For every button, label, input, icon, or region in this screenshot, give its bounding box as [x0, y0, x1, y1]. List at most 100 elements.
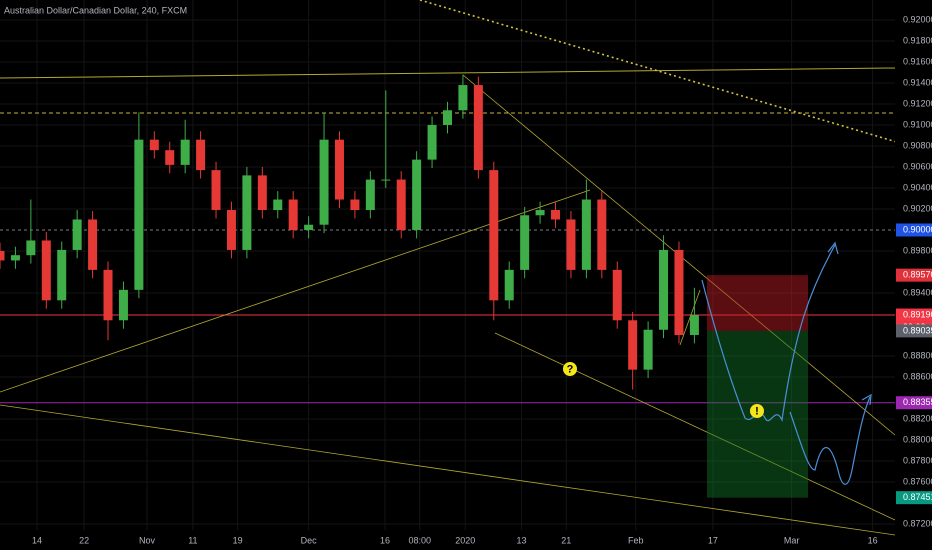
projection: [701, 241, 872, 485]
x-tick-label: Feb: [628, 535, 644, 545]
candle-body: [88, 219, 98, 270]
candles: [0, 74, 699, 390]
candle-body: [10, 255, 20, 261]
price-label-bg: [896, 308, 932, 322]
trend-line: [0, 404, 896, 536]
candle-body: [473, 85, 483, 171]
x-tick-label: 08:00: [408, 535, 431, 545]
candle-body: [597, 199, 607, 270]
x-tick-label: 16: [868, 535, 878, 545]
candle-body: [242, 175, 252, 250]
candle-body: [304, 224, 314, 230]
x-tick-label: 22: [79, 535, 89, 545]
candle-body: [211, 170, 221, 211]
candle-body: [257, 175, 267, 211]
candle-body: [149, 139, 159, 151]
candle-body: [412, 159, 422, 230]
candle-body: [643, 329, 653, 370]
candle-body: [350, 199, 360, 211]
x-tick-label: 14: [32, 535, 42, 545]
candle-body: [504, 269, 514, 301]
x-tick-label: 17: [708, 535, 718, 545]
candle-body: [674, 249, 684, 335]
price-label: 0.89039: [896, 324, 932, 338]
candle-body: [581, 199, 591, 270]
position-box: [707, 275, 808, 498]
x-tick-label: 19: [233, 535, 243, 545]
trend-line: [494, 332, 896, 521]
candle-body: [628, 320, 638, 370]
candle-body: [0, 250, 5, 261]
candle-body: [381, 179, 391, 181]
price-label-text: 0.88355: [903, 397, 932, 407]
x-tick-label: Nov: [139, 535, 156, 545]
candle-body: [551, 210, 561, 220]
candle-body: [659, 249, 669, 330]
price-label: 0.88355: [896, 396, 932, 410]
candle-body: [134, 139, 144, 290]
trend-line: [0, 67, 896, 79]
candle-body: [103, 269, 113, 321]
candle-body: [520, 215, 530, 270]
candle-body: [319, 139, 329, 225]
candle-body: [273, 199, 283, 211]
candle-body: [365, 179, 375, 211]
x-tick-label: 13: [517, 535, 527, 545]
projection-path: [701, 244, 836, 423]
candle-body: [165, 150, 175, 165]
candle-body: [26, 240, 36, 256]
price-label-bg: [896, 324, 932, 338]
x-tick-label: 11: [188, 535, 197, 545]
price-label-bg: [896, 396, 932, 410]
price-label-bg: [896, 223, 932, 237]
candle-body: [118, 289, 128, 321]
x-tick-label: Mar: [784, 535, 800, 545]
candle-body: [427, 124, 437, 160]
arrow-head: [861, 393, 872, 406]
arrow-head: [827, 241, 839, 255]
annotation: ?: [567, 363, 574, 375]
candle-body: [288, 199, 298, 230]
candle-body: [72, 219, 82, 250]
candle-body: [180, 139, 190, 165]
candle-body: [458, 85, 468, 111]
candle-body: [443, 110, 452, 125]
x-tick-label: 2020: [455, 535, 475, 545]
price-label-text: 0.89039: [903, 325, 932, 335]
annotation-badge: [750, 404, 764, 418]
price-label-text: 0.87451: [903, 492, 932, 502]
candle-body: [612, 269, 622, 321]
candle-body: [535, 210, 545, 216]
x-tick-label: 16: [380, 535, 390, 545]
grid: [0, 0, 895, 530]
price-label-bg: [896, 268, 932, 282]
annotation: !: [755, 405, 759, 417]
x-tick-label: Dec: [301, 535, 318, 545]
candle-body: [334, 139, 344, 200]
candle-body: [41, 240, 51, 301]
candle-body: [196, 139, 206, 171]
